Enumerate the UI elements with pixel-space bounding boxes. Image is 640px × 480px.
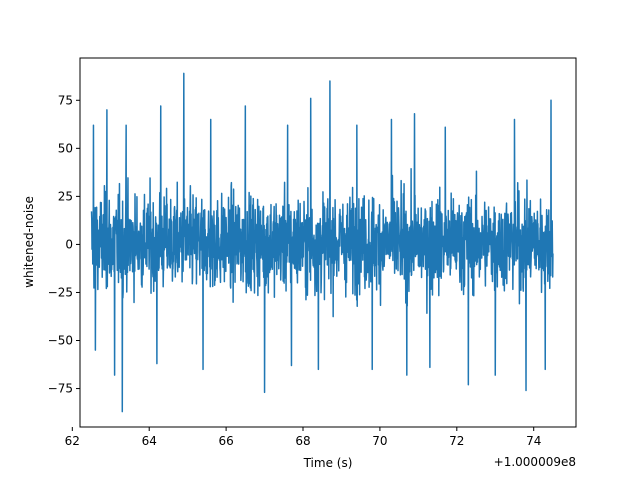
series-layer [90, 72, 554, 413]
y-axis-label: whitened-noise [22, 196, 36, 288]
x-offset-text: +1.000009e8 [494, 455, 576, 469]
x-tick-label: 72 [449, 434, 464, 448]
x-tick-label: 74 [526, 434, 541, 448]
x-tick-label: 62 [65, 434, 80, 448]
y-tick-label: −75 [48, 382, 73, 396]
plot-frame [79, 57, 577, 428]
x-tick-label: 68 [295, 434, 310, 448]
y-tick-label: 25 [58, 189, 73, 203]
y-tick-label: 50 [58, 141, 73, 155]
x-axis-label: Time (s) [303, 456, 353, 470]
y-tick-label: 75 [58, 93, 73, 107]
x-tick-label: 70 [372, 434, 387, 448]
series-line [90, 72, 554, 413]
y-tick-label: 0 [65, 237, 73, 251]
y-tick-label: −50 [48, 334, 73, 348]
x-axis: 62 64 66 68 70 72 74 [65, 427, 541, 448]
x-tick-label: 64 [142, 434, 157, 448]
x-tick-label: 66 [218, 434, 233, 448]
y-axis: −75 −50 −25 0 25 50 75 [48, 93, 80, 396]
y-tick-label: −25 [48, 285, 73, 299]
